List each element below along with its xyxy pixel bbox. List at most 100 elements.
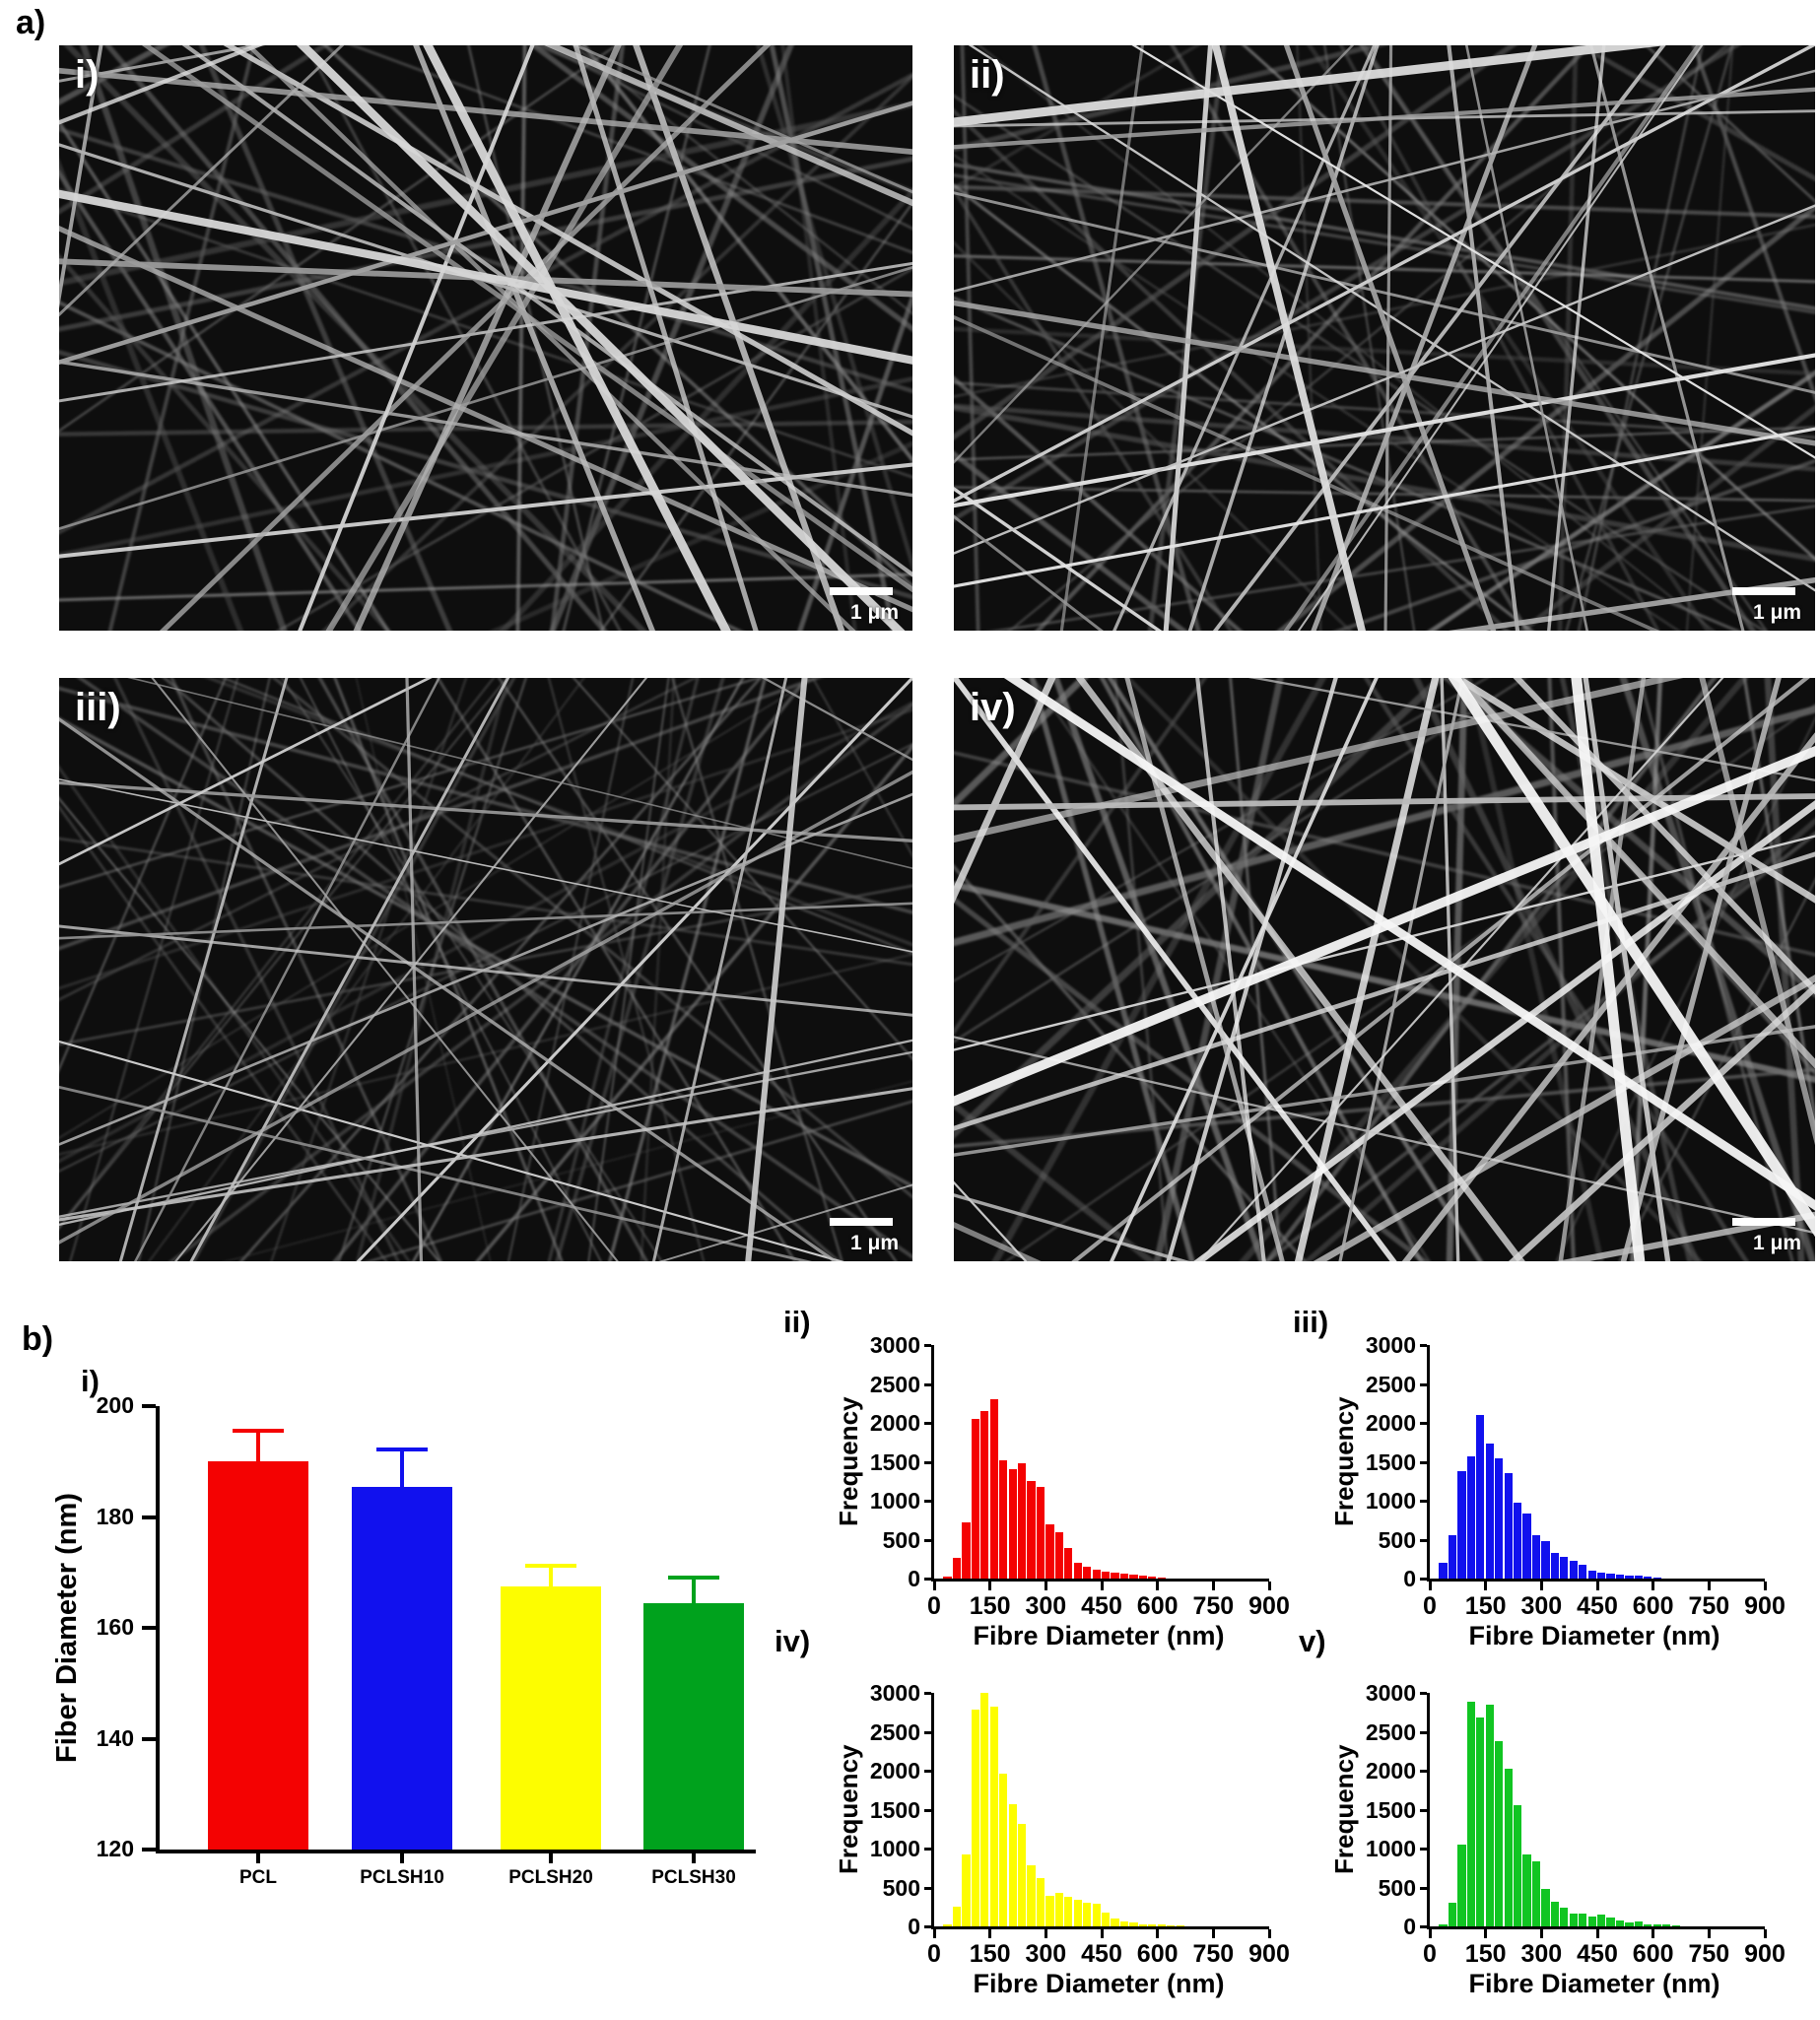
y-axis-tick	[1420, 1848, 1427, 1851]
hist-bin-375	[1569, 1913, 1578, 1926]
hist-pclsh20-x-axis-title: Fibre Diameter (nm)	[973, 1969, 1225, 1998]
hist-bin-400	[1579, 1914, 1587, 1926]
x-axis-tick	[1539, 1929, 1543, 1938]
sem-image-ii: ii) 1 μm	[954, 45, 1815, 631]
x-axis-tick	[932, 1582, 936, 1590]
hist-bin-125	[1476, 1717, 1485, 1926]
hist-bin-300	[1045, 1896, 1054, 1926]
y-axis-tick	[924, 1808, 931, 1812]
panel-b-label: b)	[22, 1320, 54, 1358]
y-axis-tick-label: 3000	[1365, 1332, 1416, 1358]
y-axis-tick-label: 2000	[869, 1758, 920, 1784]
hist-bin-500	[1615, 1920, 1625, 1926]
hist-bin-325	[1550, 1552, 1559, 1579]
hist-pcl-panel-label: ii)	[783, 1305, 811, 1339]
hist-bin-50	[952, 1558, 962, 1579]
x-axis-tick-label: 900	[1248, 1592, 1290, 1620]
x-axis-tick-label: 0	[927, 1592, 941, 1620]
x-axis-tick	[549, 1853, 553, 1863]
hist-bin-100	[1466, 1455, 1475, 1579]
bar-PCLSH30	[643, 1602, 744, 1850]
bar-PCL	[208, 1461, 308, 1850]
hist-bin-425	[1587, 1916, 1596, 1926]
y-axis-tick	[1420, 1730, 1427, 1734]
error-cap-PCLSH10	[376, 1448, 428, 1452]
hist-bin-550	[1138, 1576, 1147, 1579]
y-axis-tick	[924, 1422, 931, 1425]
x-axis-tick	[932, 1929, 936, 1938]
y-axis-tick	[1420, 1886, 1427, 1890]
hist-bin-325	[1054, 1893, 1063, 1926]
y-axis-tick-label: 500	[1378, 1526, 1416, 1553]
x-axis-tick-label: 450	[1081, 1592, 1122, 1620]
x-axis-tick	[988, 1929, 992, 1938]
hist-bin-50	[952, 1907, 962, 1926]
hist-bin-200	[1504, 1769, 1513, 1926]
y-axis-tick-label: 200	[96, 1392, 134, 1418]
y-axis-tick-label: 3000	[869, 1332, 920, 1358]
x-axis-tick	[1267, 1582, 1271, 1590]
x-axis-tick	[1100, 1582, 1104, 1590]
y-axis-tick	[1420, 1538, 1427, 1542]
x-axis-tick	[1651, 1582, 1655, 1590]
hist-bin-250	[1522, 1514, 1531, 1579]
x-axis-tick	[1211, 1582, 1215, 1590]
hist-pclsh20-panel-label: iv)	[775, 1624, 811, 1658]
x-axis-tick	[1595, 1929, 1599, 1938]
x-axis-tick-label: 150	[969, 1592, 1011, 1620]
hist-bin-650	[1176, 1925, 1184, 1926]
hist-bin-350	[1064, 1548, 1073, 1579]
hist-bin-400	[1083, 1567, 1092, 1579]
y-axis-tick-label: 1000	[1365, 1836, 1416, 1861]
x-axis-tick-label: 450	[1577, 1592, 1618, 1620]
y-axis-tick-label: 2500	[1365, 1718, 1416, 1745]
hist-bin-625	[1167, 1924, 1176, 1926]
hist-bin-375	[1073, 1900, 1082, 1926]
hist-pcl-x-axis-title: Fibre Diameter (nm)	[973, 1621, 1225, 1650]
hist-bin-575	[1644, 1577, 1652, 1579]
sem-fiber-texture	[954, 45, 1815, 631]
hist-bin-225	[1018, 1823, 1027, 1926]
x-axis-tick	[1484, 1929, 1488, 1938]
x-axis-tick	[1211, 1929, 1215, 1938]
hist-bin-50	[1448, 1903, 1457, 1926]
fiber-diameter-bar-chart: 120 140 160 180 200 PCL PCLSH10 PCLSH20 PCLSH30	[97, 1392, 756, 1888]
hist-bin-75	[962, 1853, 971, 1926]
y-axis-tick-label: 1000	[1365, 1488, 1416, 1514]
x-axis-tick-label: 0	[1423, 1940, 1437, 1968]
hist-bin-100	[971, 1710, 979, 1926]
sem-fiber-texture	[59, 678, 912, 1261]
y-axis-tick-label: 1500	[869, 1796, 920, 1823]
y-axis-tick-label: 1500	[1365, 1448, 1416, 1475]
hist-bin-450	[1102, 1912, 1111, 1926]
y-axis-tick-label: 140	[96, 1724, 134, 1751]
y-axis-tick-label: 180	[96, 1503, 134, 1529]
hist-bin-200	[1504, 1473, 1513, 1579]
bar-chart-panel-label: i)	[81, 1364, 100, 1398]
hist-bin-625	[1662, 1924, 1671, 1926]
hist-bin-300	[1045, 1523, 1054, 1579]
hist-bin-350	[1064, 1896, 1073, 1926]
x-axis-tick-label: 300	[1520, 1940, 1563, 1968]
sem-image-i-label: i)	[75, 53, 100, 97]
y-axis-tick	[1420, 1422, 1427, 1425]
hist-pclsh20-chart: 0 500 1000 1500 2000 2500 3000 0 150 300 450 600 750…	[870, 1680, 1290, 1968]
x-axis-tick-label: 750	[1688, 1940, 1730, 1968]
sem-fiber-texture	[954, 678, 1815, 1261]
x-axis-category-label: PCL	[239, 1867, 277, 1888]
y-axis-tick	[1420, 1770, 1427, 1773]
hist-bin-175	[999, 1774, 1008, 1926]
hist-bin-300	[1541, 1541, 1550, 1579]
x-axis-tick-label: 300	[1025, 1592, 1067, 1620]
x-axis-tick-label: 750	[1688, 1592, 1730, 1620]
scale-bar	[1732, 1218, 1795, 1226]
y-axis-tick-label: 1500	[869, 1448, 920, 1475]
hist-bin-600	[1652, 1578, 1661, 1579]
hist-bin-100	[971, 1419, 979, 1579]
y-axis-tick	[924, 1848, 931, 1851]
hist-bin-75	[1457, 1470, 1466, 1579]
error-cap-PCLSH30	[668, 1575, 719, 1580]
hist-bin-425	[1587, 1571, 1596, 1579]
hist-bin-300	[1541, 1889, 1550, 1926]
